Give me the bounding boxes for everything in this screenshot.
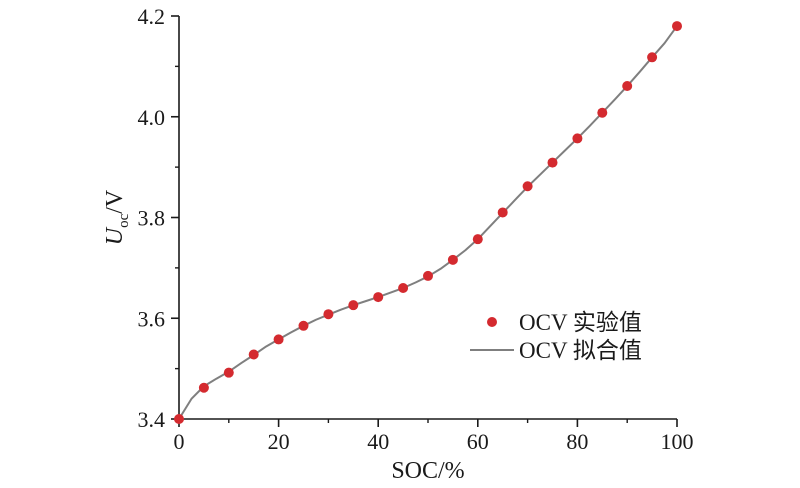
legend-scatter-marker	[487, 317, 497, 327]
experimental-ocv-point	[248, 349, 259, 360]
y-axis-ticks: 3.4 3.6 3.8 4.0 4.2	[138, 4, 179, 432]
x-axis-ticks: 0 20 40 60 80 100	[174, 419, 694, 454]
experimental-ocv-point	[174, 414, 184, 424]
y-tick-label: 3.6	[138, 306, 166, 331]
legend-label-fitted: OCV 拟合值	[519, 338, 642, 363]
experimental-ocv-point	[273, 334, 284, 345]
experimental-ocv-point	[198, 382, 209, 393]
experimental-ocv-point	[547, 157, 558, 168]
experimental-ocv-point	[373, 292, 384, 303]
experimental-ocv-point	[522, 181, 533, 192]
x-tick-label: 20	[268, 429, 290, 454]
experimental-ocv-point	[597, 107, 608, 118]
x-tick-label: 60	[467, 429, 489, 454]
y-tick-label: 3.4	[138, 407, 166, 432]
experimental-ocv-point	[572, 133, 583, 144]
experimental-ocv-point	[323, 309, 334, 320]
y-tick-label: 3.8	[138, 206, 166, 231]
x-tick-label: 40	[367, 429, 389, 454]
legend-label-experimental: OCV 实验值	[519, 310, 642, 335]
x-tick-label: 100	[661, 429, 694, 454]
experimental-ocv-point	[423, 270, 433, 281]
y-axis-title-symbol: U	[102, 226, 128, 245]
experimental-ocv-point	[472, 234, 483, 245]
experimental-ocv-point	[622, 81, 633, 92]
x-tick-label: 80	[566, 429, 588, 454]
experimental-ocv-point	[672, 21, 682, 32]
y-axis-title-unit: /V	[102, 189, 128, 214]
experimental-ocv-point	[348, 300, 359, 311]
experimental-ocv-point	[497, 207, 508, 218]
experimental-ocv-point	[223, 367, 234, 378]
legend: OCV 实验值 OCV 拟合值	[470, 310, 642, 363]
experimental-ocv-point	[298, 320, 309, 331]
y-tick-label: 4.2	[138, 4, 166, 29]
experimental-ocv-point	[447, 254, 458, 265]
experimental-ocv-point	[647, 52, 658, 63]
y-axis-title-subscript: oc	[116, 213, 132, 228]
series-layer	[174, 21, 682, 424]
y-axis-title: Uoc/V	[102, 189, 132, 245]
x-axis-title: SOC/%	[391, 458, 464, 484]
x-tick-label: 0	[174, 429, 185, 454]
y-tick-label: 4.0	[138, 105, 166, 130]
experimental-ocv-point	[398, 283, 409, 294]
